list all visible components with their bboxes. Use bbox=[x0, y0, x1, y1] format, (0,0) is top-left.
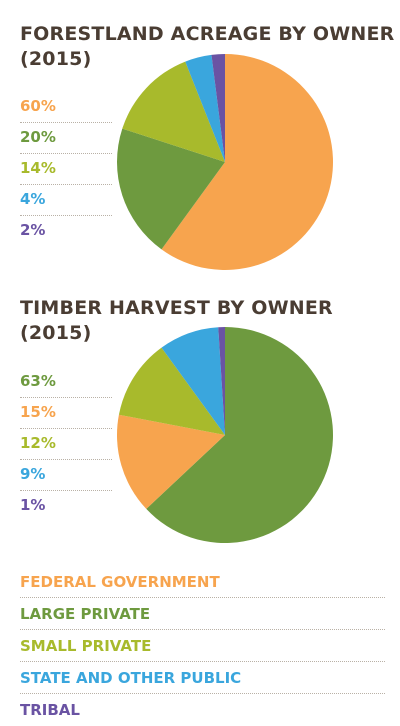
forestland-slice-small-private bbox=[122, 61, 225, 163]
legend-item-small-private: SMALL PRIVATE bbox=[20, 630, 385, 662]
timber-chart-title: TIMBER HARVEST BY OWNER (2015) bbox=[20, 297, 333, 344]
forestland-percent-label: 4% bbox=[20, 185, 112, 216]
legend-item-federal-government: FEDERAL GOVERNMENT bbox=[20, 566, 385, 598]
timber-percent-label: 9% bbox=[20, 460, 112, 491]
timber-percent-label: 15% bbox=[20, 398, 112, 429]
owner-legend: FEDERAL GOVERNMENT LARGE PRIVATE SMALL PRI… bbox=[20, 566, 385, 726]
timber-slice-large-private bbox=[146, 327, 333, 543]
forestland-percent-label: 20% bbox=[20, 123, 112, 154]
timber-percent-label: 12% bbox=[20, 429, 112, 460]
forestland-slice-federal-government bbox=[161, 54, 333, 270]
legend-item-large-private: LARGE PRIVATE bbox=[20, 598, 385, 630]
timber-slice-federal-government bbox=[117, 414, 225, 509]
timber-percent-label: 1% bbox=[20, 496, 46, 514]
forestland-slice-tribal bbox=[211, 54, 225, 162]
timber-slice-state-and-other-public bbox=[161, 327, 225, 435]
legend-item-state-and-other-public: STATE AND OTHER PUBLIC bbox=[20, 662, 385, 694]
forestland-chart-title: FORESTLAND ACREAGE BY OWNER (2015) bbox=[20, 23, 395, 70]
forestland-pie-chart bbox=[116, 54, 333, 270]
timber-slice-tribal bbox=[218, 327, 225, 435]
legend-item-tribal: TRIBAL bbox=[20, 701, 80, 719]
forestland-percent-label: 2% bbox=[20, 221, 46, 239]
forestland-percent-list: 60% 20% 14% 4% 2% bbox=[20, 92, 112, 247]
timber-percent-list: 63% 15% 12% 9% 1% bbox=[20, 367, 112, 522]
timber-pie-chart bbox=[117, 327, 333, 543]
forestland-slice-state-and-other-public bbox=[185, 54, 225, 163]
forestland-percent-label: 60% bbox=[20, 92, 112, 123]
timber-percent-label: 63% bbox=[20, 367, 112, 398]
forestland-slice-large-private bbox=[116, 128, 225, 250]
forestland-percent-label: 14% bbox=[20, 154, 112, 185]
timber-slice-small-private bbox=[118, 347, 225, 435]
